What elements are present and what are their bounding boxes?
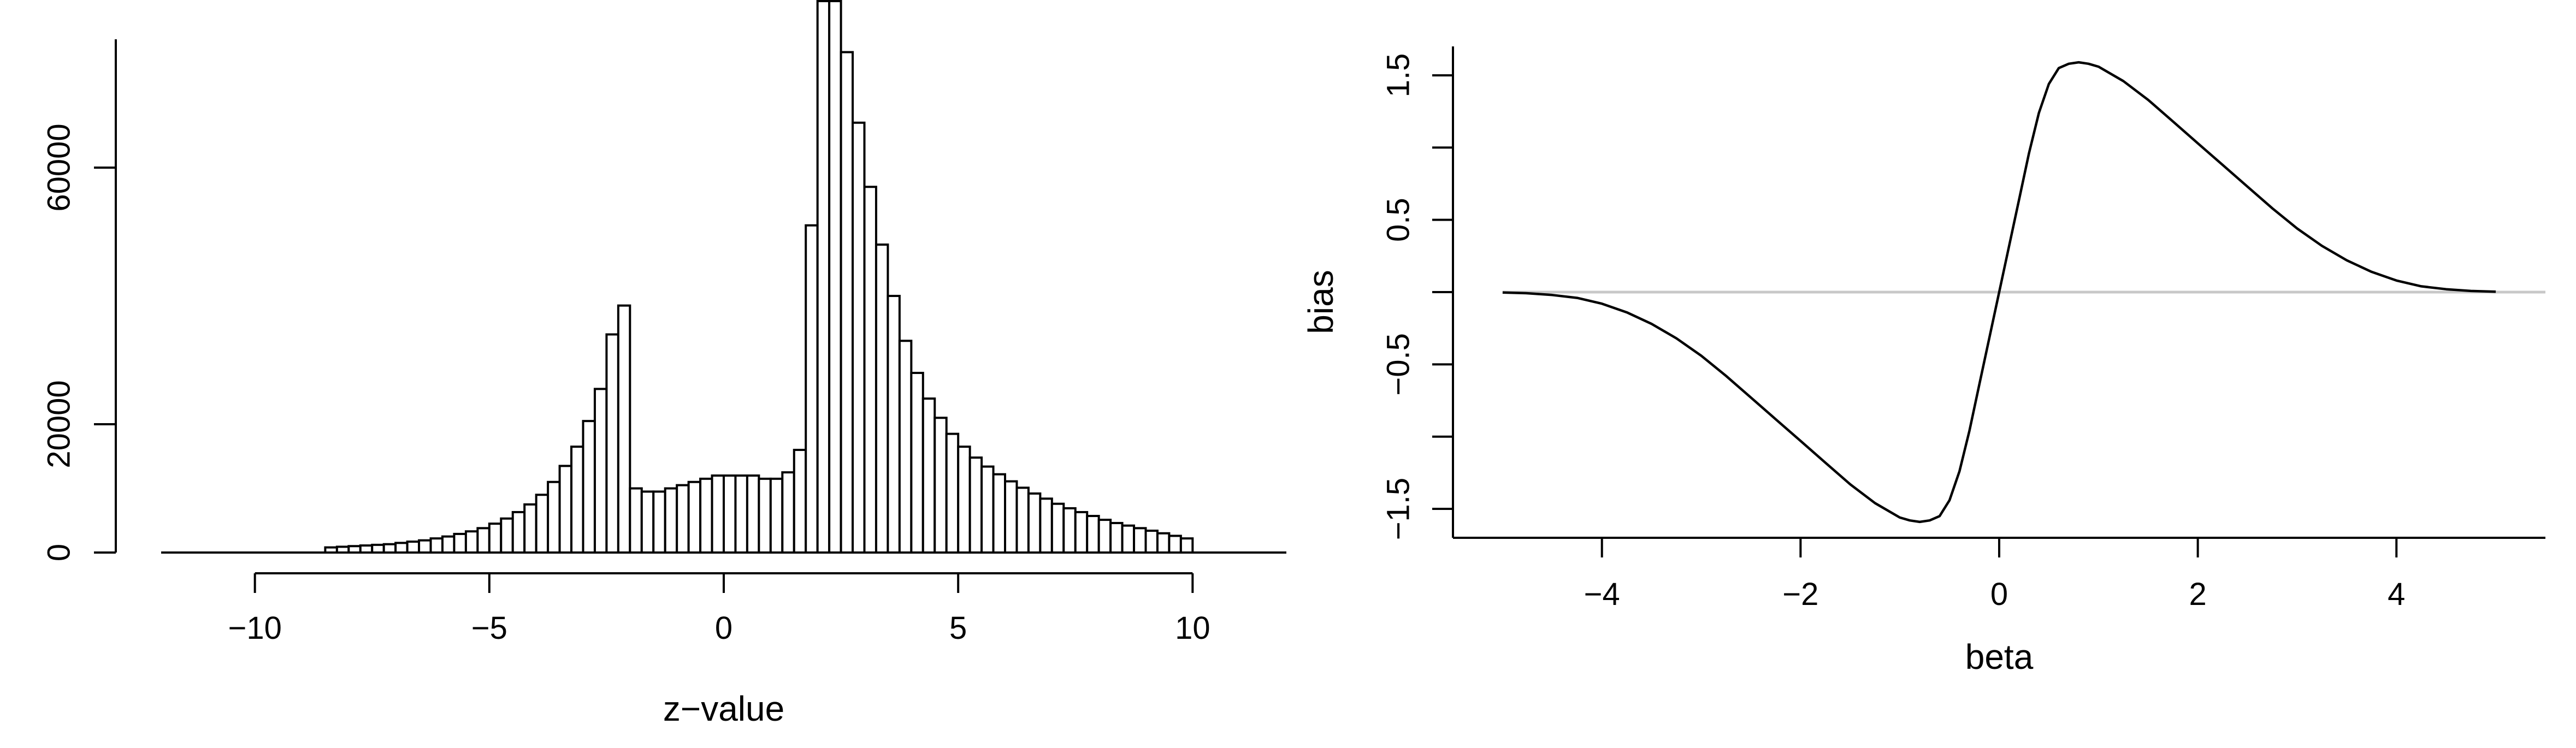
histogram-bar [652,490,666,554]
histogram-bar [781,471,795,554]
histogram-bar [910,372,924,554]
histogram-bar [406,541,421,554]
histogram-bar [734,474,748,554]
histogram-bar [324,546,338,554]
bias-x-tick-label: −4 [1584,577,1620,612]
histogram-bar [863,186,877,554]
bias-x-tick-label: −2 [1782,577,1818,612]
histogram-bar [699,477,713,554]
histogram-bar [359,544,374,554]
histogram-bar [476,527,491,554]
histogram-bar [1179,537,1194,554]
bias-curve-panel: −4 −2 0 2 4 beta −1.5 −0.5 0.5 1.5 bias [1301,46,2545,676]
histogram-bar [805,224,819,554]
histogram-x-axis-title: z−value [663,689,784,728]
bias-x-tick-label: 4 [2388,577,2405,612]
histogram-bar [558,465,573,554]
histogram-bar [547,480,561,554]
histogram-x-tick-label: 0 [715,610,732,646]
histogram-bar [1015,486,1030,554]
histogram-bar [500,517,514,554]
histogram-bar [921,397,936,554]
histogram-bar [769,477,784,554]
histogram-bar [1121,524,1136,554]
histogram-bar [535,494,550,554]
histogram-bar [1086,515,1100,554]
histogram-bar [1027,492,1042,554]
histogram-bar [664,487,678,554]
bias-y-tick-label: 1.5 [1381,54,1416,98]
histogram-bar [676,484,690,554]
histogram-bar [992,473,1006,554]
histogram-bar [605,333,619,554]
bias-y-tick-label: 0.5 [1381,198,1416,242]
histogram-bar [1109,521,1124,554]
histogram-x-tick-label: −10 [228,610,281,646]
histogram-bar [875,244,889,554]
histogram-y-tick-label: 20000 [42,380,77,468]
histogram-bar [887,295,901,554]
histogram-bar [523,503,537,554]
histogram-bar [898,340,913,554]
histogram-bar [968,456,983,554]
histogram-bar [418,539,432,554]
histogram-panel: 0 20000 60000 −10 −5 0 5 10 z−value [42,0,1286,728]
histogram-bar [711,474,725,554]
histogram-bar [793,449,807,554]
bias-y-tick-label: −0.5 [1381,333,1416,396]
histogram-bar [347,545,362,554]
histogram-bar [453,532,467,554]
bias-y-axis-title: bias [1301,270,1340,334]
histogram-bar [816,0,831,554]
bias-x-tick-label: 2 [2189,577,2207,612]
histogram-bar [441,535,456,554]
histogram-bar [570,446,584,554]
histogram-bar [640,490,655,554]
histogram-bar [957,446,971,554]
histogram-bar [629,487,643,554]
histogram-bar [593,388,608,554]
histogram-y-tick-label: 60000 [42,123,77,211]
histogram-bar [335,545,350,554]
histogram-bar [1144,530,1159,554]
histogram-bar [1097,519,1112,554]
histogram-bar [1062,507,1077,554]
histogram-bar [687,480,702,554]
histogram-bar [840,51,854,554]
histogram-bar [1050,502,1065,554]
histogram-bar [582,420,596,554]
histogram-bar [1004,480,1018,554]
bias-x-tick-label: 0 [1990,577,2008,612]
histogram-bar [945,432,960,554]
histogram-bar [464,530,479,554]
bias-curve [1502,61,2496,524]
histogram-bar [723,474,737,554]
histogram-y-tick-label: 0 [42,544,77,561]
histogram-x-tick-label: 5 [949,610,967,646]
histogram-bar [617,304,631,554]
histogram-bar [852,121,866,554]
histogram-bar [371,543,385,554]
histogram-x-tick-label: −5 [471,610,507,646]
histogram-bar [746,474,760,554]
histogram-bar [1074,510,1089,554]
histogram-bar [828,0,842,554]
histogram-bar [394,542,409,554]
bias-y-tick-label: −1.5 [1381,478,1416,541]
histogram-bar [933,417,948,554]
histogram-bar [488,523,503,554]
histogram-x-tick-label: 10 [1175,610,1210,646]
histogram-bar [1039,497,1053,554]
histogram-bar [429,537,444,554]
histogram-bar [1156,532,1171,554]
histogram-bar [1133,527,1147,554]
bias-x-axis-title: beta [1965,637,2034,676]
histogram-bar [511,510,526,554]
histogram-bar [980,465,995,554]
histogram-bar [758,477,772,554]
histogram-bar [1168,535,1182,554]
histogram-bar [382,543,397,554]
